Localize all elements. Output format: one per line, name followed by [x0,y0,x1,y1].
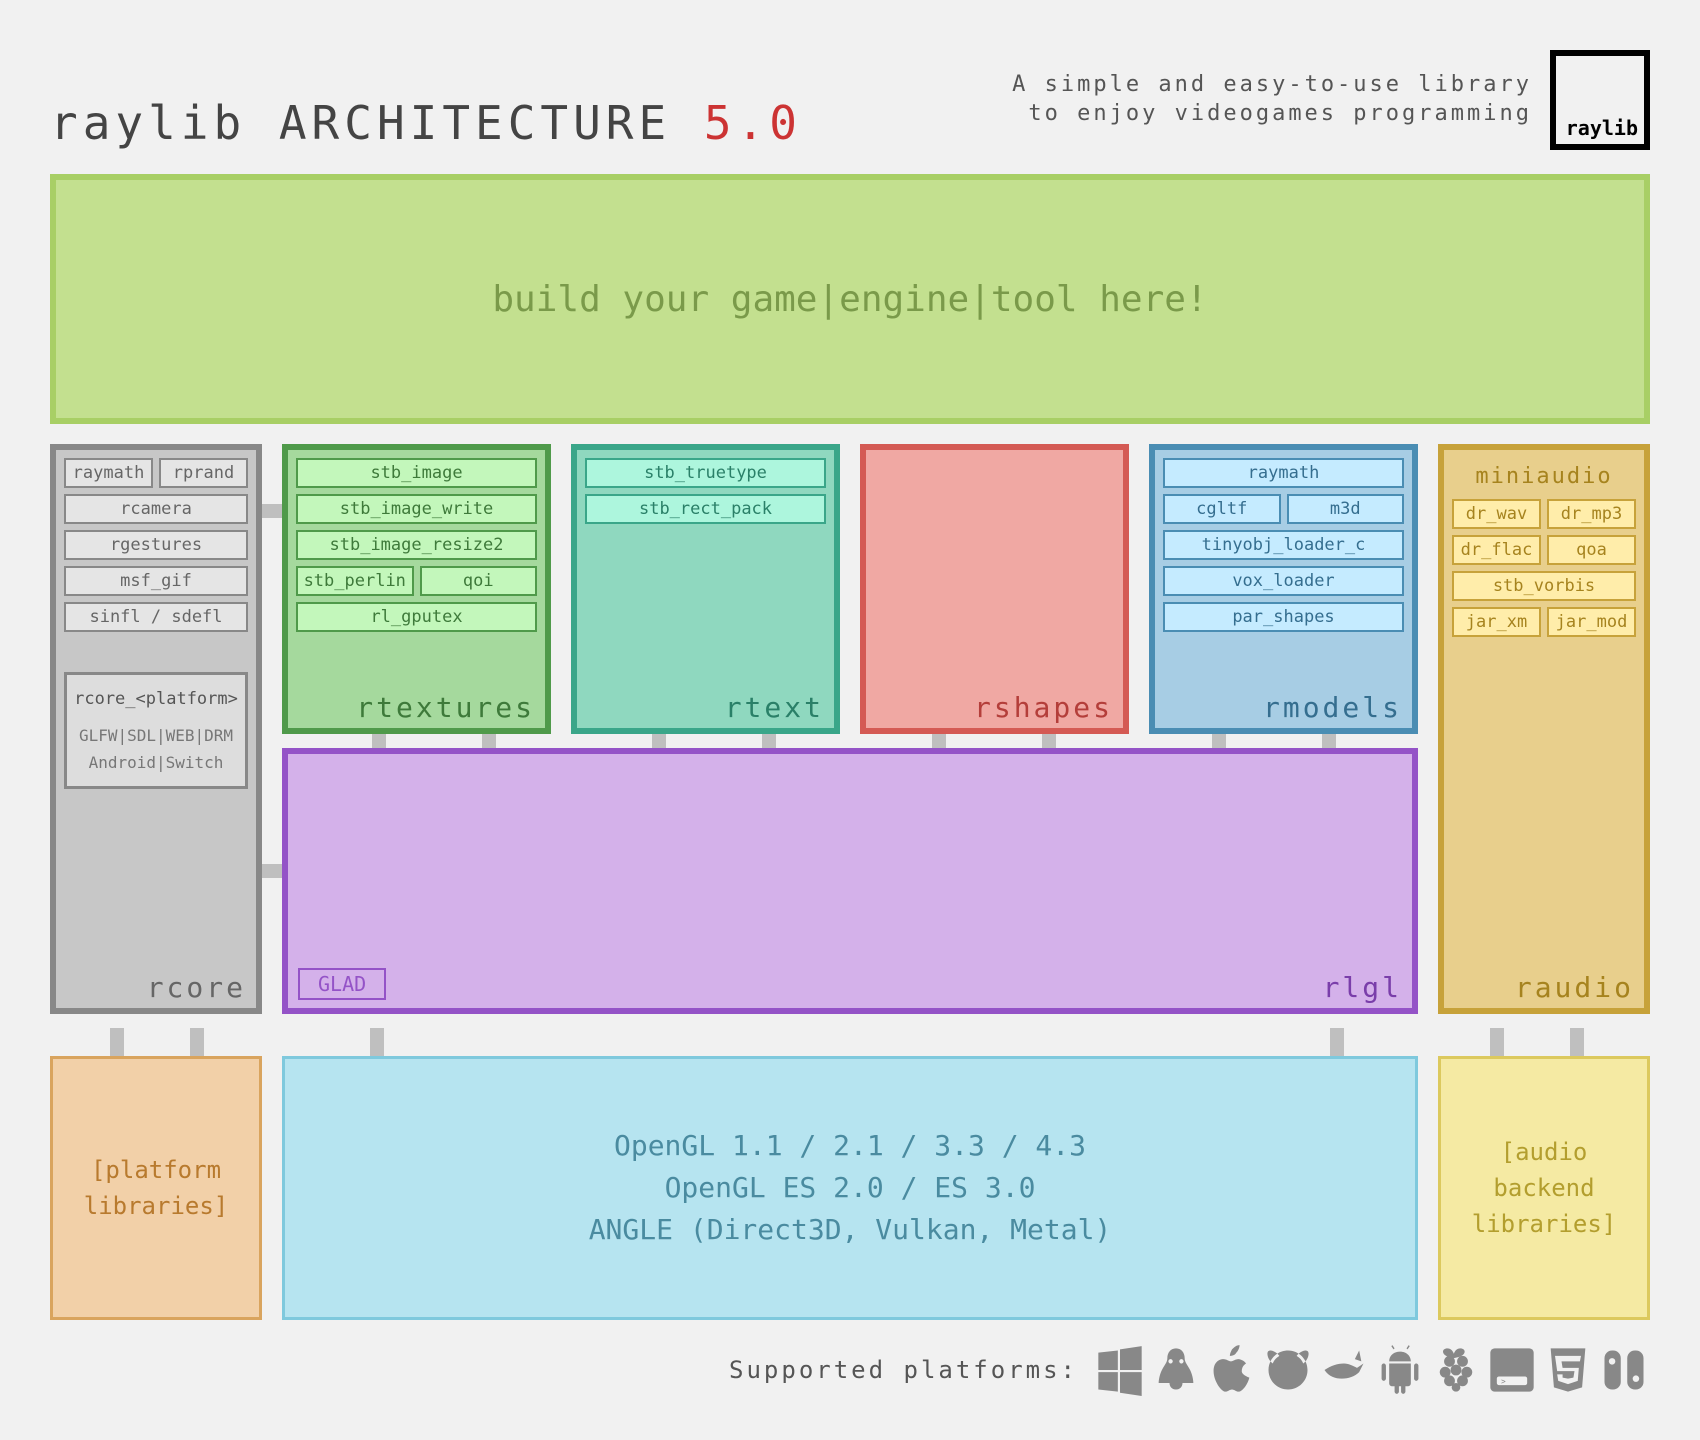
connector [190,1028,204,1056]
raudio-column: miniaudio dr_wavdr_mp3dr_flacqoa stb_vorb… [1438,444,1650,1028]
rtextures-module: stb_image stb_image_write stb_image_resize… [282,444,551,734]
dep-sinfl-sdefl: sinfl / sdefl [64,602,248,632]
raudio-module: miniaudio dr_wavdr_mp3dr_flacqoa stb_vorb… [1438,444,1650,1014]
freebsd-icon [1262,1344,1314,1396]
rtext-deps: stb_truetype stb_rect_pack [585,458,826,524]
rtextures-deps: stb_image stb_image_write stb_image_resize… [296,458,537,632]
rlgl-module: GLAD rlgl [282,748,1418,1014]
dep-rl-gputex: rl_gputex [296,602,537,632]
connector [1490,1028,1504,1056]
box-text: [audiobackendlibraries] [1472,1134,1617,1242]
module-label: rlgl [1323,971,1402,1004]
dep-jar-mod: jar_mod [1547,607,1636,637]
stack-column: stb_image stb_image_write stb_image_resize… [282,444,1418,1028]
connector [1570,1028,1584,1056]
subtitle: A simple and easy-to-use library to enjo… [1012,71,1532,128]
android-icon [1374,1344,1426,1396]
dep-jar-xm: jar_xm [1452,607,1541,637]
opengl-text: OpenGL 1.1 / 2.1 / 3.3 / 4.3 OpenGL ES 2… [589,1125,1112,1251]
rshapes-module: rshapes [860,444,1129,734]
dep-vox-loader: vox_loader [1163,566,1404,596]
dep-raymath: raymath [1163,458,1404,488]
dep-stb-image-resize2: stb_image_resize2 [296,530,537,560]
rcore-platform-box: rcore_<platform> GLFW|SDL|WEB|DRMAndroid… [64,672,248,789]
dep-qoa: qoa [1547,535,1636,565]
connector [262,504,282,518]
version: 5.0 [704,96,802,150]
module-label: raudio [1515,971,1634,1004]
module-label: rtext [725,691,824,724]
raspberrypi-icon [1430,1344,1482,1396]
dep-stb-rect-pack: stb_rect_pack [585,494,826,524]
switch-icon [1598,1344,1650,1396]
connector [262,864,282,878]
glad-dep: GLAD [298,968,386,1000]
dep-stb-truetype: stb_truetype [585,458,826,488]
rcore-deps: raymathrprand rcamera rgestures msf_gifsinf… [64,458,248,632]
dep-dr-wav: dr_wav [1452,499,1541,529]
dep-raymath: raymath [64,458,153,488]
line: OpenGL ES 2.0 / ES 3.0 [589,1167,1112,1209]
middle-row: raymathrprandrcamerargesturesmsf_gifsinf… [50,444,1650,1028]
svg-text:>_: >_ [1501,1377,1511,1386]
subtitle-line: to enjoy videogames programming [1012,100,1532,129]
platform-list: GLFW|SDL|WEB|DRMAndroid|Switch [73,722,239,776]
dep-rgestures: rgestures [64,530,248,560]
dep-dr-mp3: dr_mp3 [1547,499,1636,529]
apple-icon [1206,1344,1258,1396]
raylib-logo: raylib [1550,50,1650,150]
dep-rprand: rprand [159,458,248,488]
logo-text: raylib [1566,116,1638,140]
miniaudio-label: miniaudio [1452,464,1636,489]
rtext-module: stb_truetype stb_rect_pack rtext [571,444,840,734]
opengl-box: OpenGL 1.1 / 2.1 / 3.3 / 4.3 OpenGL ES 2… [282,1056,1418,1320]
dep-tinyobj-loader-c: tinyobj_loader_c [1163,530,1404,560]
platforms-label: Supported platforms: [729,1356,1078,1384]
dep-qoi: qoi [420,566,538,596]
build-area: build your game|engine|tool here! [50,174,1650,424]
mid-bottom-connectors [50,1042,1650,1056]
module-label: rcore [147,971,246,1004]
subtitle-line: A simple and easy-to-use library [1012,71,1532,100]
connector [370,1028,384,1056]
dep-rcamera: rcamera [64,494,248,524]
dep-dr-flac: dr_flac [1452,535,1541,565]
dep-cgltf: cgltf [1163,494,1281,524]
build-area-text: build your game|engine|tool here! [492,279,1207,320]
rmodels-module: raymath cgltfm3d tinyobj_loader_c vox_loade… [1149,444,1418,734]
dep-msf-gif: msf_gif [64,566,248,596]
raudio-deps: dr_wavdr_mp3dr_flacqoa stb_vorbis jar_xmja… [1452,499,1636,637]
haiku-icon [1318,1344,1370,1396]
dep-m3d: m3d [1287,494,1405,524]
windows-icon [1094,1344,1146,1396]
module-label: rshapes [974,691,1113,724]
bottom-row: [platformlibraries] OpenGL 1.1 / 2.1 / 3… [50,1056,1650,1320]
dep-stb-vorbis: stb_vorbis [1452,571,1636,601]
dep-stb-image-write: stb_image_write [296,494,537,524]
platform-title: rcore_<platform> [73,685,239,714]
connector [1330,1028,1344,1056]
dep-par-shapes: par_shapes [1163,602,1404,632]
webassembly-icon: >_ [1486,1344,1538,1396]
line: ANGLE (Direct3D, Vulkan, Metal) [589,1209,1112,1251]
module-label: rmodels [1263,691,1402,724]
dep-stb-image: stb_image [296,458,537,488]
platform-libraries-box: [platformlibraries] [50,1056,262,1320]
dep-stb-perlin: stb_perlin [296,566,414,596]
audio-backend-box: [audiobackendlibraries] [1438,1056,1650,1320]
module-label: rtextures [356,691,535,724]
connector [110,1028,124,1056]
rcore-module: raymathrprand rcamera rgestures msf_gifsinf… [50,444,262,1014]
linux-icon [1150,1344,1202,1396]
header: raylib ARCHITECTURE 5.0 A simple and eas… [50,50,1650,150]
box-text: [platformlibraries] [84,1152,229,1224]
title-text: raylib ARCHITECTURE [50,96,704,150]
rmodels-deps: raymath cgltfm3d tinyobj_loader_c vox_loade… [1163,458,1404,632]
supported-platforms: Supported platforms: >_ [50,1344,1650,1396]
html5-icon [1542,1344,1594,1396]
top-modules-row: stb_image stb_image_write stb_image_resize… [282,444,1418,734]
page-title: raylib ARCHITECTURE 5.0 [50,96,802,150]
rcore-column: raymathrprand rcamera rgestures msf_gifsinf… [50,444,262,1028]
line: OpenGL 1.1 / 2.1 / 3.3 / 4.3 [589,1125,1112,1167]
